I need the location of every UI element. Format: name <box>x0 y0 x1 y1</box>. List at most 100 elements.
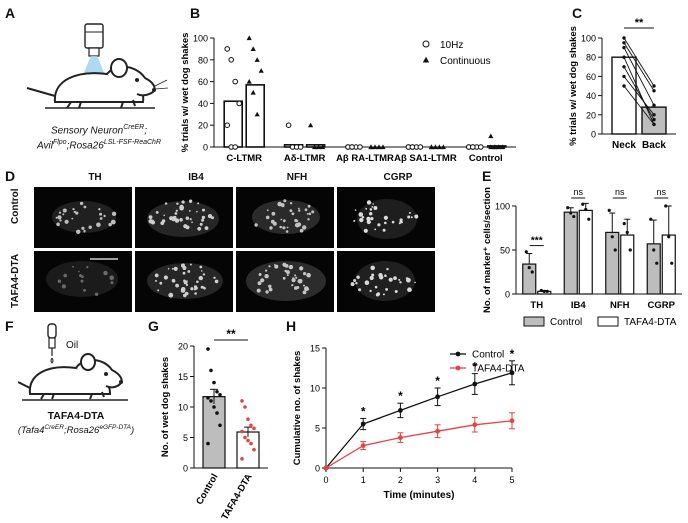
chart-b-point-continuous <box>250 89 256 95</box>
cell-dot <box>167 267 170 270</box>
cell-dot <box>176 202 179 205</box>
chart-c-point <box>652 103 656 107</box>
chart-c-point <box>622 65 626 69</box>
cell-dot <box>384 221 387 225</box>
chart-b-point-continuous <box>312 144 318 150</box>
chart-b-point-10hz <box>409 144 416 150</box>
cell-dot <box>196 210 198 213</box>
cell-dot <box>75 211 79 215</box>
chart-b-y-axis-label: % trials w/ wet dog shakes <box>180 33 191 153</box>
chart-b-point-10hz <box>357 144 363 150</box>
cell-dot <box>350 282 355 287</box>
cell-dot <box>268 265 271 268</box>
chart-h-line-tafa4 <box>325 420 513 469</box>
cell-dot <box>182 286 185 289</box>
cell-dot <box>414 281 416 284</box>
chart-h-point <box>435 394 440 400</box>
chart-b-point-10hz <box>232 144 238 150</box>
chart-e-point <box>566 206 570 210</box>
chart-e-significance-label: ns <box>573 187 583 197</box>
cell-dot <box>296 220 299 222</box>
chart-c-significance-label: ** <box>635 17 644 29</box>
cell-dot <box>302 290 307 295</box>
cell-dot <box>96 222 101 228</box>
chart-e-point <box>542 289 546 293</box>
cell-dot <box>98 208 101 211</box>
cell-dot <box>71 217 74 220</box>
chart-b-point-continuous <box>376 144 382 150</box>
chart-c-y-tick-label: 60 <box>586 72 596 82</box>
panel-letter-a: A <box>5 5 16 21</box>
cell-dot <box>303 284 305 287</box>
cell-dot <box>283 199 287 203</box>
genotype-label-f: TAFA4-DTA (Tafa4CreER;Rosa26eGFP-DTA) <box>6 410 146 437</box>
cell-dot <box>203 287 206 290</box>
micrograph-control-ib4 <box>135 187 233 248</box>
chart-e-point <box>581 202 585 206</box>
chart-e-legend-control-swatch <box>523 316 545 327</box>
genotype-line-1: Sensory NeuronCreER; <box>8 122 190 137</box>
chart-e-point <box>652 248 656 252</box>
chart-h-x-axis-label: Time (minutes) <box>384 490 455 501</box>
cell-dot <box>280 218 283 221</box>
cell-dot <box>110 219 116 225</box>
cell-dot <box>83 230 86 233</box>
cell-dot <box>374 285 378 289</box>
cell-dot <box>364 280 370 285</box>
chart-h-significance-label: * <box>398 389 403 403</box>
cell-dot <box>266 209 269 212</box>
cell-dot <box>272 221 277 226</box>
chart-b-point-continuous <box>308 122 314 128</box>
chart-h-y-axis-label: Cumulative no. of shakes <box>292 351 303 466</box>
cell-dot <box>257 281 262 286</box>
cell-dot <box>394 290 398 293</box>
cell-dot <box>281 203 285 207</box>
cell-dot <box>198 275 203 281</box>
cell-dot <box>62 208 67 213</box>
chart-e-point <box>622 222 626 226</box>
chart-h-significance-label: * <box>510 347 515 361</box>
cell-dot <box>297 278 303 284</box>
column-header-th: TH <box>88 172 102 183</box>
cell-dot <box>291 212 295 216</box>
panel-letter-h: H <box>286 318 297 334</box>
chart-h-y-tick-label: 5 <box>315 424 320 434</box>
chart-b-point-continuous <box>436 144 442 150</box>
chart-e-significance-label: ns <box>615 187 625 197</box>
chart-g-point <box>240 457 244 461</box>
cell-dot <box>307 204 311 208</box>
chart-b-point-10hz <box>224 122 230 128</box>
cell-dot <box>214 279 219 284</box>
cell-dot <box>306 288 309 291</box>
cell-dot <box>366 200 372 205</box>
cell-dot <box>72 265 74 268</box>
chart-b-point-continuous <box>368 144 374 150</box>
chart-e-point <box>527 266 531 270</box>
cell-dot <box>173 280 176 283</box>
cell-dot <box>157 289 160 292</box>
genotype-line-2: AvilFlpo;Rosa26LSL-FSF-ReaChR <box>8 137 190 152</box>
cell-dot <box>88 225 92 229</box>
panel-letter-b: B <box>190 5 201 21</box>
cell-dot <box>254 223 258 227</box>
chart-h-y-tick-label: 0 <box>315 464 320 474</box>
chart-e-legend-tafa4-label: TAFA4-DTA <box>624 317 677 328</box>
chart-c-point <box>652 117 656 122</box>
cell-dot <box>379 275 384 280</box>
chart-c-point <box>622 36 626 40</box>
chart-b-category-label: C-LTMR <box>226 153 262 164</box>
chart-e-point <box>539 288 543 293</box>
chart-b-category-label: Aβ RA-LTMR <box>336 153 394 164</box>
micrograph-tafa4-cgrp <box>337 251 435 312</box>
chart-b-y-tick-label: 20 <box>198 121 208 131</box>
chart-e-point <box>613 248 617 252</box>
chart-c-point <box>622 74 626 79</box>
chart-e-point <box>524 250 528 254</box>
cell-dot <box>366 219 371 225</box>
chart-c-pair-line <box>623 57 655 125</box>
chart-h-y-tick-label: 15 <box>310 344 320 354</box>
cell-dot <box>303 272 307 276</box>
chart-h-legend-label: TAFA4-DTA <box>472 364 525 375</box>
cell-dot <box>189 218 192 221</box>
chart-h-point <box>360 443 366 448</box>
